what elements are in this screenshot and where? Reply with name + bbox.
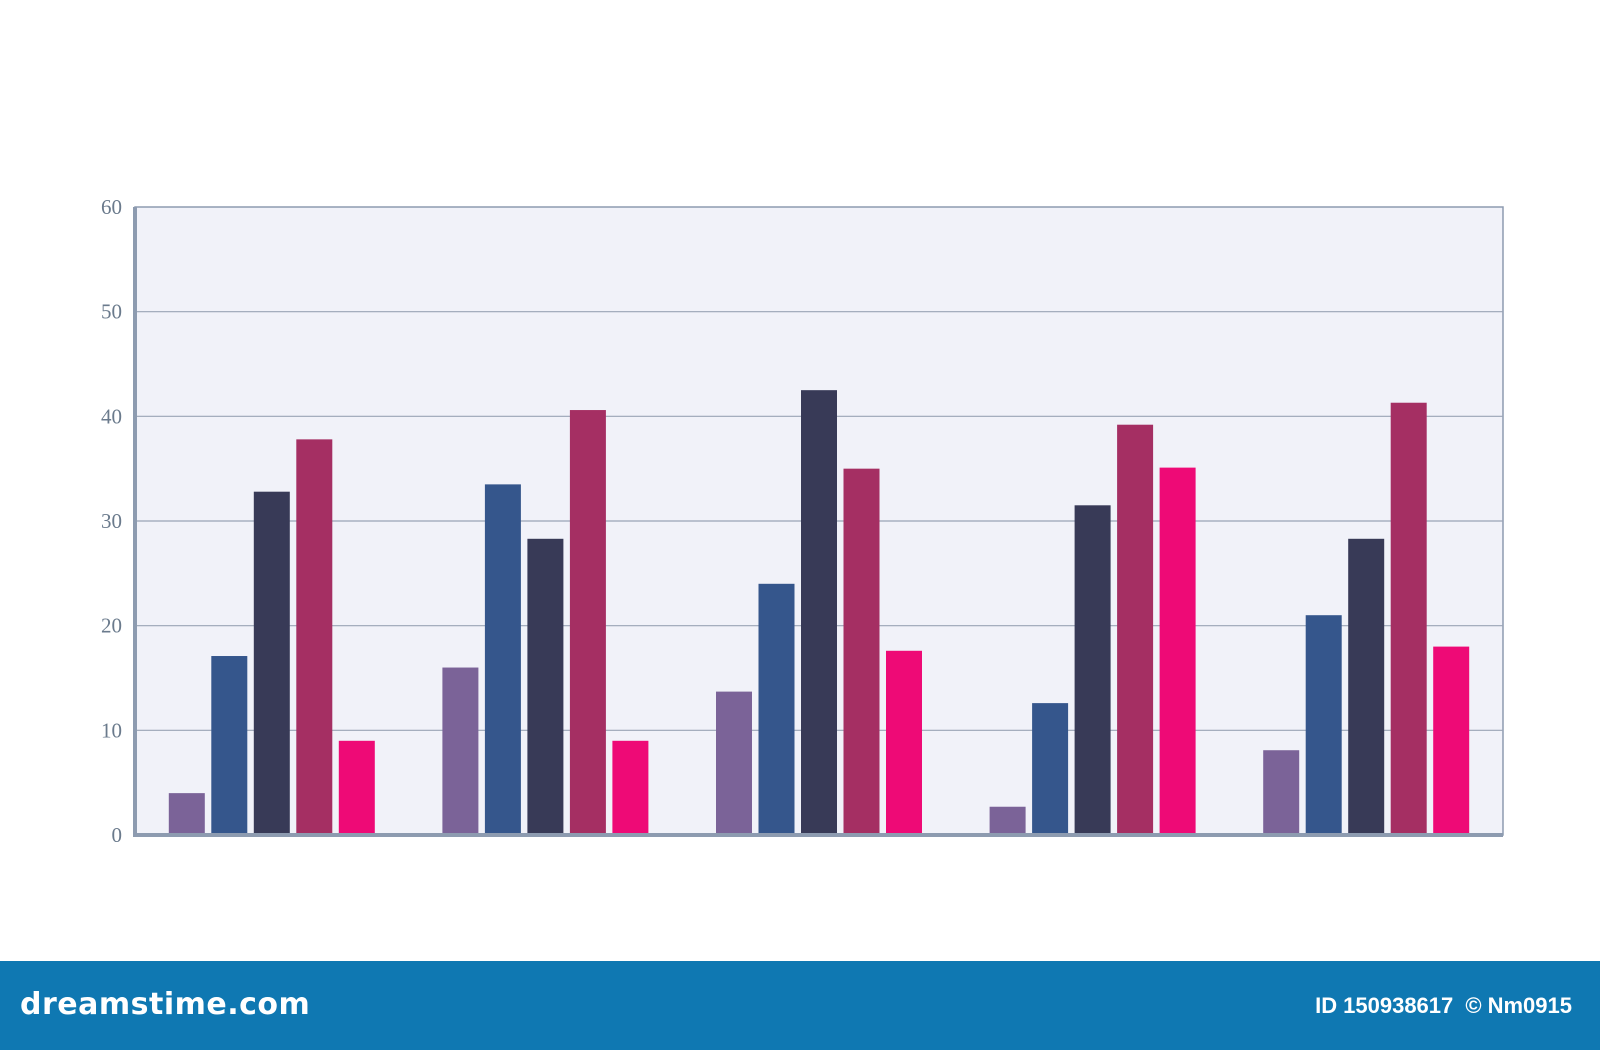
author-name: Nm0915 [1487, 993, 1572, 1018]
y-tick-label: 20 [101, 614, 122, 638]
bar [1074, 505, 1111, 833]
y-tick-label: 40 [101, 404, 122, 428]
y-axis-ticks: 0 10 20 30 40 50 60 [101, 195, 122, 847]
id-label: ID [1315, 993, 1338, 1018]
bar [716, 691, 752, 833]
bar [338, 740, 375, 833]
bar [296, 439, 333, 833]
image-credit: ID 150938617 © Nm0915 [1309, 993, 1572, 1019]
bar [1263, 750, 1300, 833]
watermark-footer: dreamstime.com ID 150938617 © Nm0915 [0, 961, 1600, 1050]
y-tick-label: 10 [101, 718, 122, 742]
bar [843, 468, 880, 833]
bar [569, 410, 606, 833]
y-tick-label: 0 [112, 823, 123, 847]
bar-chart: 0 10 20 30 40 50 60 [101, 195, 1504, 847]
bar [758, 583, 795, 833]
bars [168, 390, 1470, 833]
bar [253, 491, 290, 833]
y-tick-label: 60 [101, 195, 122, 219]
bar [1348, 538, 1385, 833]
y-tick-label: 50 [101, 300, 122, 324]
id-value: 150938617 [1343, 993, 1454, 1018]
bar [484, 484, 521, 833]
bar [1390, 402, 1427, 833]
bar [612, 740, 649, 833]
brand-logo-text: dreamstime.com [20, 987, 311, 1022]
bar [442, 667, 479, 833]
bar [1032, 703, 1069, 833]
bar [1117, 424, 1154, 833]
y-tick-label: 30 [101, 509, 122, 533]
bar [1159, 467, 1196, 833]
bar [168, 793, 205, 833]
copyright-symbol: © [1465, 993, 1482, 1018]
bar [801, 390, 837, 833]
bar [211, 656, 248, 833]
bar [527, 538, 564, 833]
bar [1433, 646, 1470, 833]
bar [989, 806, 1026, 833]
bar [886, 650, 922, 833]
bar [1305, 615, 1342, 833]
